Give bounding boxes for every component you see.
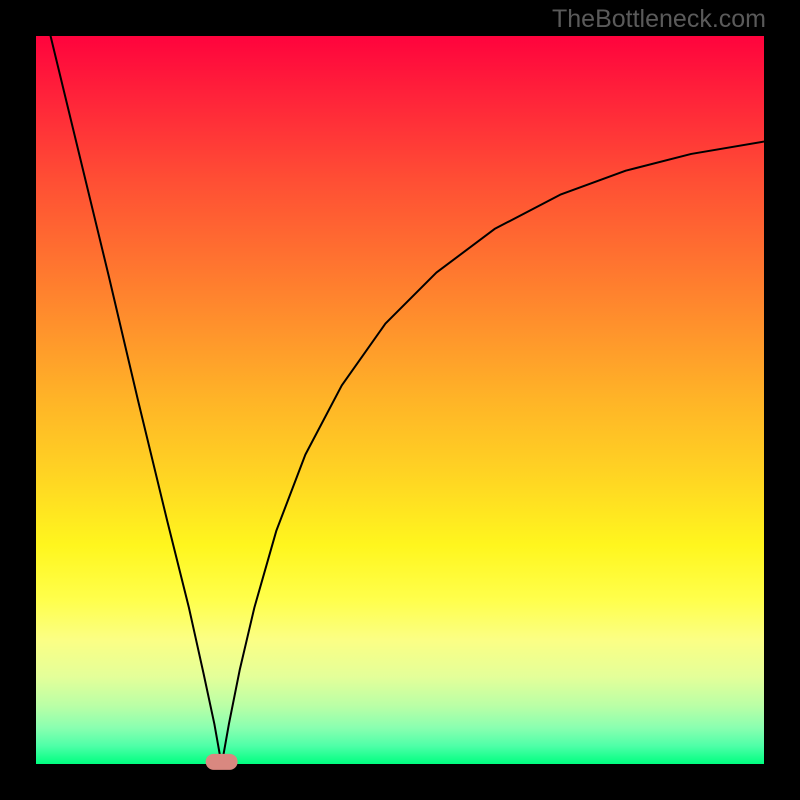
bottleneck-chart bbox=[0, 0, 800, 800]
watermark-text: TheBottleneck.com bbox=[552, 5, 766, 34]
valley-marker bbox=[206, 754, 238, 770]
plot-background bbox=[36, 36, 764, 764]
chart-canvas: TheBottleneck.com bbox=[0, 0, 800, 800]
